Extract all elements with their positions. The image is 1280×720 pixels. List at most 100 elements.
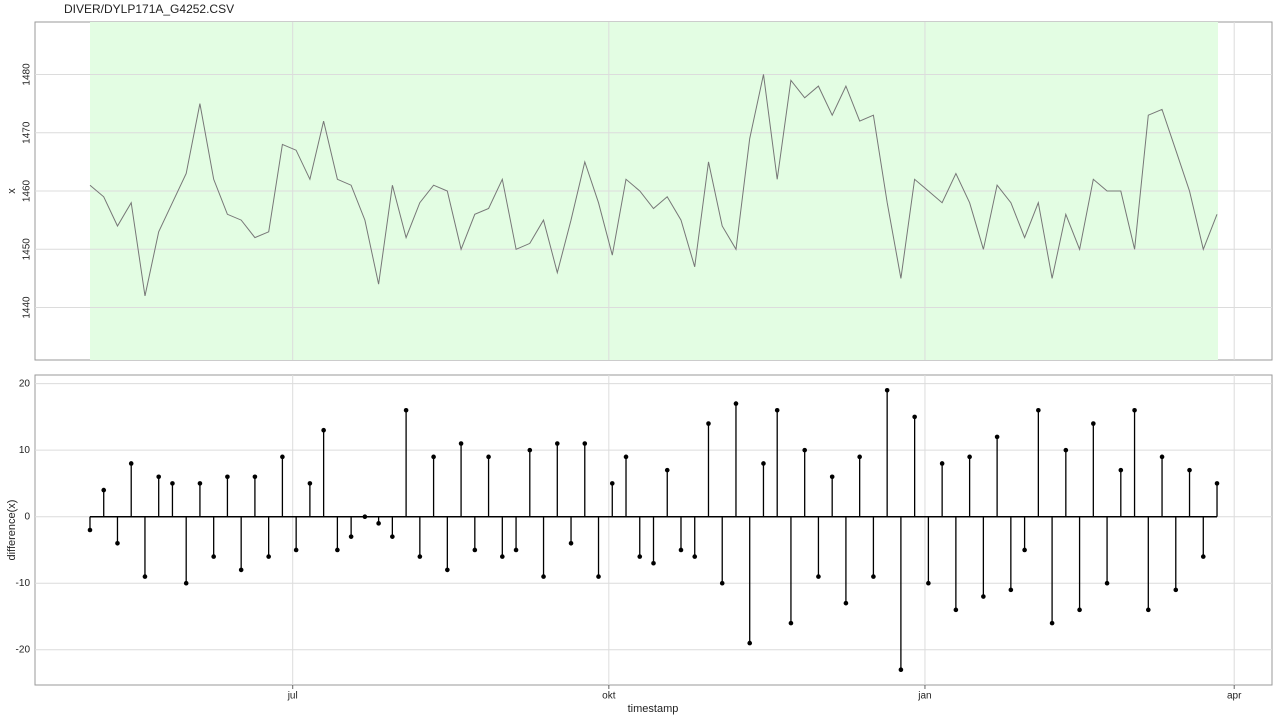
y-tick-label: 1460 (22, 179, 33, 202)
point (445, 567, 450, 573)
point (500, 554, 505, 559)
point (335, 547, 340, 553)
point (994, 434, 1000, 440)
point (623, 454, 629, 460)
point (747, 640, 753, 646)
y-tick-label: 10 (19, 445, 31, 456)
point (981, 594, 986, 599)
point (953, 607, 959, 613)
x-tick-label: jan (917, 691, 931, 702)
point (1022, 547, 1027, 553)
point (554, 441, 560, 446)
point (596, 574, 601, 579)
y-tick-label: 1440 (22, 296, 33, 319)
point (1159, 454, 1165, 460)
point (307, 481, 313, 486)
data-line (89, 74, 1218, 297)
point (376, 521, 381, 526)
point (486, 454, 491, 460)
point (403, 407, 409, 413)
point (1077, 607, 1082, 613)
point (582, 441, 588, 446)
point (1118, 467, 1124, 473)
point (637, 554, 643, 559)
point (1036, 407, 1041, 413)
point (87, 527, 93, 533)
point (101, 487, 107, 493)
point (252, 474, 258, 480)
point (761, 461, 766, 466)
point (692, 554, 698, 559)
point (939, 461, 945, 466)
point (774, 407, 780, 413)
y-tick-label: 1450 (22, 238, 33, 261)
point (1132, 407, 1137, 413)
bottom-panel (34, 374, 1273, 686)
point (802, 447, 807, 453)
x-axis-label: timestamp (628, 703, 679, 715)
point (912, 414, 917, 420)
y-tick-label: -10 (16, 578, 31, 589)
point (280, 454, 285, 460)
point (417, 554, 423, 559)
point (431, 454, 436, 460)
point (541, 574, 546, 579)
point (527, 447, 533, 453)
x-tick-label: okt (602, 691, 616, 702)
point (142, 574, 148, 579)
y-tick-label: 0 (24, 511, 30, 522)
point (829, 474, 835, 480)
point (733, 401, 739, 406)
point (128, 461, 134, 466)
x-tick-label: jul (287, 691, 298, 702)
y-tick-label: 20 (19, 378, 31, 389)
point (609, 481, 615, 486)
point (362, 514, 368, 519)
point (513, 547, 519, 553)
point (664, 467, 670, 473)
point (816, 574, 821, 579)
point (1200, 554, 1206, 559)
point (1146, 607, 1151, 613)
point (788, 620, 794, 626)
point (568, 541, 574, 546)
point (197, 481, 203, 486)
y-axis-label: x (6, 188, 18, 194)
point (898, 667, 904, 672)
point (1173, 587, 1179, 593)
point (1063, 447, 1069, 453)
point (1214, 481, 1220, 486)
point (651, 560, 656, 566)
point (458, 441, 464, 446)
point (225, 474, 230, 480)
point (472, 547, 478, 553)
point (706, 421, 711, 426)
point (293, 547, 299, 553)
y-tick-label: 1480 (22, 63, 33, 86)
point (967, 454, 972, 460)
point (238, 567, 244, 573)
point (1049, 620, 1055, 626)
point (1104, 580, 1110, 586)
point (926, 580, 931, 586)
point (170, 481, 175, 486)
chart-title: DIVER/DYLP171A_G4252.CSV (64, 2, 234, 16)
point (678, 547, 684, 553)
y-tick-label: 1470 (22, 121, 33, 144)
point (843, 600, 849, 606)
point (1187, 467, 1192, 473)
point (321, 427, 326, 433)
y-tick-label: -20 (16, 644, 31, 655)
point (211, 554, 216, 559)
point (156, 474, 161, 480)
point (719, 580, 725, 586)
x-tick-label: apr (1227, 691, 1242, 702)
point (871, 574, 876, 579)
point (266, 554, 271, 559)
plot-layer: jul okt jan apr 1440 1450 1460 1470 1480 -20 -10 0 1… (16, 22, 1272, 702)
y-axis-label: difference(x) (6, 500, 18, 561)
point (348, 534, 354, 539)
point (1008, 587, 1014, 593)
point (857, 454, 862, 460)
